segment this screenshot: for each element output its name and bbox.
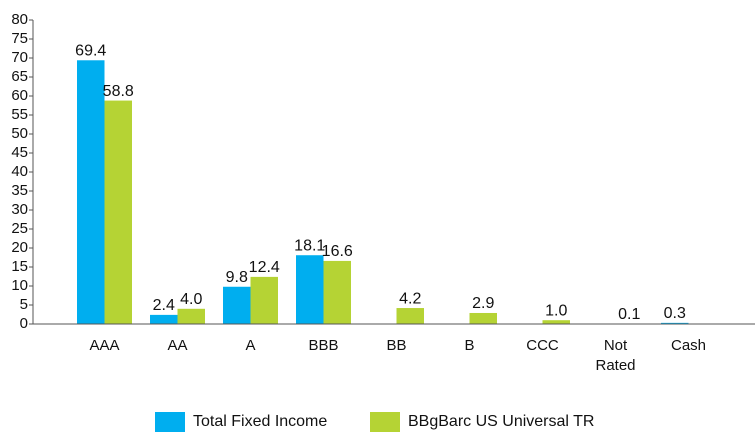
x-tick-label: BB [386, 337, 407, 354]
data-label: 16.6 [322, 243, 353, 260]
y-tick-label: 65 [11, 68, 28, 85]
bar [104, 100, 132, 324]
x-tick-label: Cash [670, 337, 707, 354]
x-tick-label: A [245, 337, 256, 354]
y-tick-label: 30 [11, 201, 28, 218]
y-tick-label: 40 [11, 163, 28, 180]
y-tick-label: 35 [11, 182, 28, 199]
data-label: 4.2 [399, 290, 421, 307]
bar [396, 308, 424, 324]
x-tick-label: B [464, 337, 475, 354]
y-tick-label: 5 [20, 296, 28, 313]
bar [150, 314, 178, 324]
bar [250, 276, 278, 324]
y-tick-label: 80 [11, 11, 28, 28]
data-label: 69.4 [75, 42, 106, 59]
legend-swatch [370, 412, 400, 432]
data-label: 9.8 [226, 269, 248, 286]
y-tick-label: 75 [11, 30, 28, 47]
bar [223, 286, 251, 324]
x-tick-label: AA [167, 337, 188, 354]
legend-label: Total Fixed Income [193, 413, 327, 430]
x-tick-label: Not Rated [595, 337, 636, 374]
x-tick-label: CCC [526, 337, 559, 354]
data-label: 2.9 [472, 295, 494, 312]
data-label: 2.4 [153, 297, 175, 314]
bar [296, 255, 324, 324]
y-tick-label: 20 [11, 239, 28, 256]
y-tick-label: 70 [11, 49, 28, 66]
y-tick-label: 0 [20, 315, 28, 332]
y-tick-label: 45 [11, 144, 28, 161]
y-tick-label: 10 [11, 277, 28, 294]
bar [177, 308, 205, 324]
bar [469, 312, 497, 324]
y-tick-label: 55 [11, 106, 28, 123]
data-label: 4.0 [180, 291, 202, 308]
y-tick-label: 25 [11, 220, 28, 237]
legend-swatch [155, 412, 185, 432]
bar [542, 320, 570, 324]
legend-label: BBgBarc US Universal TR [408, 413, 594, 430]
data-label: 1.0 [545, 302, 567, 319]
bar [323, 260, 351, 324]
data-label: 58.8 [103, 83, 134, 100]
y-tick-label: 60 [11, 87, 28, 104]
bar [661, 322, 689, 324]
data-label: 18.1 [294, 237, 325, 254]
data-label: 0.3 [664, 305, 686, 322]
bar [77, 60, 105, 324]
x-tick-label: BBB [308, 337, 339, 354]
x-tick-label: AAA [89, 337, 120, 354]
y-tick-label: 15 [11, 258, 28, 275]
y-tick-label: 50 [11, 125, 28, 142]
data-label: 0.1 [618, 306, 640, 323]
data-label: 12.4 [249, 259, 280, 276]
